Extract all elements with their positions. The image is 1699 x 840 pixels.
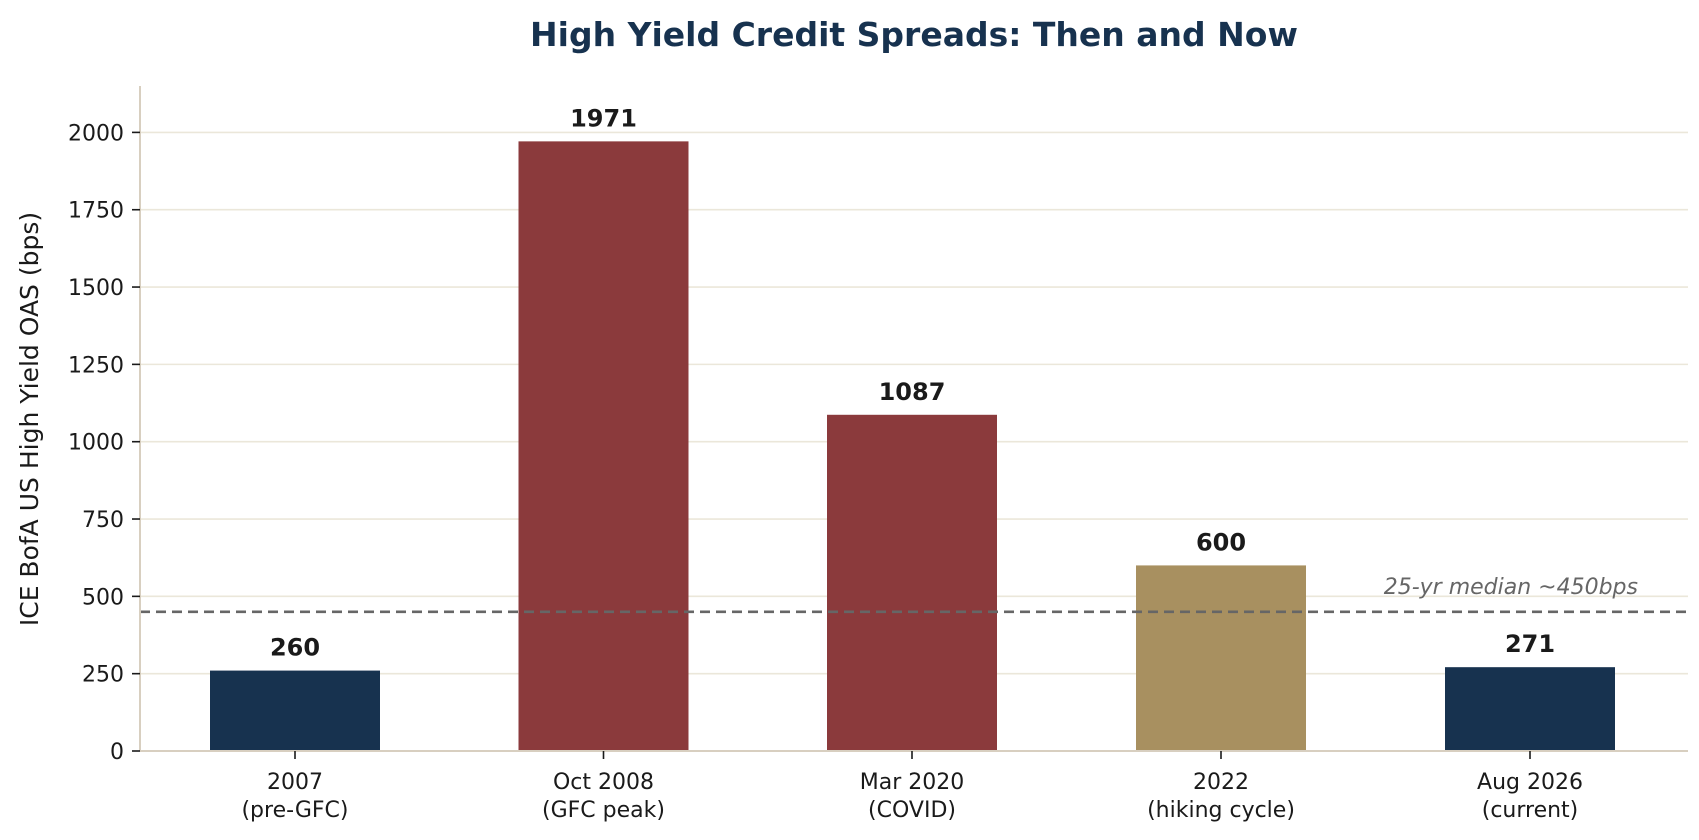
bar bbox=[1136, 565, 1306, 751]
bar bbox=[827, 414, 997, 751]
x-tick-label: Mar 2020 (COVID) bbox=[860, 770, 965, 823]
y-tick-label: 1000 bbox=[68, 431, 124, 456]
data-label: 260 bbox=[270, 634, 320, 662]
y-tick-label: 1500 bbox=[68, 276, 124, 301]
data-label: 1087 bbox=[879, 378, 946, 406]
x-tick-label: Aug 2026 (current) bbox=[1477, 770, 1583, 823]
x-tick-label: Oct 2008 (GFC peak) bbox=[542, 770, 665, 823]
bar bbox=[518, 141, 689, 751]
y-tick-label: 1750 bbox=[68, 199, 124, 224]
y-tick-label: 1250 bbox=[68, 353, 124, 378]
y-tick-label: 750 bbox=[82, 508, 124, 533]
axes: 0 250 500 750 1000 1250 1500 1750 2000 2007 (pre-G… bbox=[68, 86, 1688, 823]
y-tick-label: 0 bbox=[110, 740, 124, 765]
data-label: 600 bbox=[1196, 528, 1246, 556]
x-tick-label: 2007 (pre-GFC) bbox=[241, 770, 348, 823]
bars bbox=[210, 141, 1615, 751]
y-tick-label: 250 bbox=[82, 663, 124, 688]
data-label: 1971 bbox=[570, 104, 637, 132]
bar bbox=[1445, 667, 1615, 751]
chart-title: High Yield Credit Spreads: Then and Now bbox=[530, 15, 1298, 54]
y-tick-label: 2000 bbox=[68, 121, 124, 146]
data-labels: 260 1971 1087 600 271 bbox=[270, 104, 1555, 661]
median-reference-label: 25-yr median ~450bps bbox=[1384, 575, 1638, 600]
data-label: 271 bbox=[1505, 630, 1555, 658]
reference-line-group: 25-yr median ~450bps bbox=[140, 575, 1688, 614]
bar bbox=[210, 670, 380, 751]
y-axis-label: ICE BofA US High Yield OAS (bps) bbox=[15, 212, 44, 626]
x-tick-label: 2022 (hiking cycle) bbox=[1147, 770, 1295, 823]
y-tick-label: 500 bbox=[82, 585, 124, 610]
